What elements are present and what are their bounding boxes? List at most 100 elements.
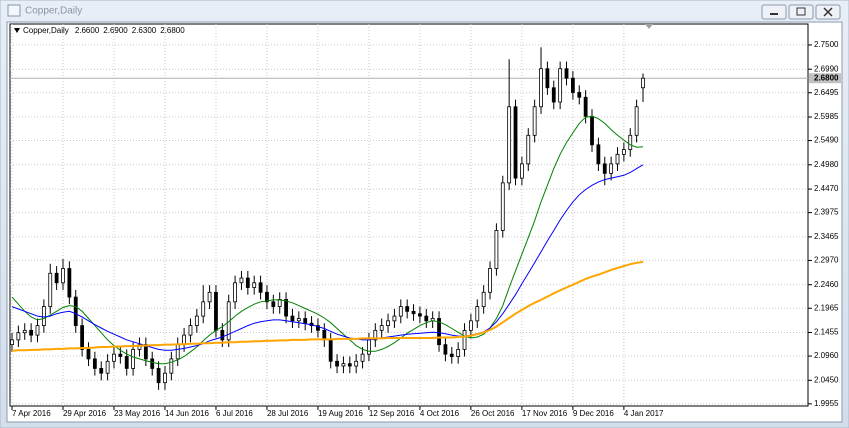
candle-body <box>411 310 416 315</box>
y-tick-label: 2.2460 <box>814 280 839 289</box>
candle-body <box>437 318 441 346</box>
candle-body <box>35 325 40 336</box>
candle-body <box>609 163 614 174</box>
candle-body <box>328 339 333 362</box>
candle-body <box>124 356 129 369</box>
x-tick-label: 29 Apr 2016 <box>63 409 107 418</box>
x-tick-label: 17 Nov 2016 <box>522 409 568 418</box>
y-tick-label: 2.1455 <box>814 328 839 337</box>
header-value: 2.6900 <box>103 26 128 35</box>
candle-body <box>80 325 85 350</box>
x-tick-label: 12 Sep 2016 <box>369 409 415 418</box>
candle-body <box>73 296 78 327</box>
candle-body <box>418 313 422 317</box>
header-value: 2.6300 <box>132 26 157 35</box>
candle-body <box>443 344 448 355</box>
candle-body <box>590 115 594 146</box>
candle-body <box>392 315 397 322</box>
candle-body <box>469 320 473 331</box>
current-price-label: 2.6800 <box>814 73 839 82</box>
y-tick-label: 2.3465 <box>814 232 839 241</box>
y-tick-label: 2.4470 <box>814 184 839 193</box>
x-tick-label: 9 Dec 2016 <box>573 409 614 418</box>
candle-body <box>239 277 244 284</box>
candle-body <box>29 329 34 336</box>
candle-body <box>214 291 218 331</box>
candle-body <box>169 358 174 374</box>
x-tick-label: 4 Jan 2017 <box>624 409 664 418</box>
candle-body <box>271 301 276 307</box>
moving-average <box>11 164 644 351</box>
y-tick-label: 2.7500 <box>814 40 839 49</box>
candle-body <box>379 325 384 331</box>
candle-body <box>194 315 199 327</box>
candle-body <box>641 77 645 89</box>
y-tick-label: 2.3975 <box>814 208 839 217</box>
candle-body <box>615 153 620 165</box>
candle-body <box>92 358 97 369</box>
x-tick-label: 6 Jul 2016 <box>216 409 253 418</box>
candle-body <box>602 163 607 174</box>
candle-body <box>131 348 136 369</box>
candle-body <box>67 268 72 298</box>
candle-body <box>621 149 626 155</box>
close-icon <box>823 7 833 17</box>
restore-icon <box>796 7 806 16</box>
candle-body <box>354 360 359 367</box>
candle-body <box>558 68 563 103</box>
candle-body <box>532 106 537 136</box>
y-tick-label: 2.5985 <box>814 112 839 121</box>
candle-body <box>156 368 161 384</box>
candle-body <box>61 268 65 284</box>
candle-body <box>188 325 193 336</box>
moving-average <box>11 260 644 352</box>
candle-body <box>360 353 365 362</box>
candle-body <box>519 163 524 179</box>
candle-body <box>488 268 492 293</box>
candle-body <box>118 353 123 357</box>
candle-body <box>577 92 582 98</box>
candle-body <box>252 282 257 288</box>
candle-body <box>500 182 505 231</box>
candle-body <box>449 353 454 357</box>
candle-body <box>201 301 206 317</box>
candle-body <box>99 368 104 374</box>
chart-layer: Copper,Daily 2.6600 2.6900 2.6300 2.68001.99… <box>10 24 841 418</box>
candle-body <box>105 360 110 374</box>
header-symbol: Copper,Daily <box>23 26 69 35</box>
moving-average <box>11 115 644 365</box>
minimize-button[interactable] <box>761 4 787 20</box>
x-tick-label: 26 Oct 2016 <box>471 409 515 418</box>
candle-body <box>22 329 27 334</box>
candle-body <box>143 344 148 360</box>
candle-body <box>163 372 167 384</box>
candle-body <box>475 306 480 322</box>
y-tick-label: 2.0960 <box>814 351 839 360</box>
header-arrow <box>14 28 20 33</box>
candle-body <box>481 291 486 307</box>
candle-body <box>545 68 550 89</box>
candle-body <box>513 106 518 179</box>
y-tick-label: 2.1965 <box>814 303 839 312</box>
candle-body <box>303 318 308 324</box>
header-value: 2.6800 <box>160 26 185 35</box>
restore-button[interactable] <box>788 4 814 20</box>
candle-body <box>245 277 250 288</box>
candle-body <box>16 332 21 341</box>
candle-body <box>41 306 46 327</box>
candle-body <box>150 358 155 369</box>
candle-body <box>207 291 212 303</box>
candle-body <box>526 134 531 165</box>
candle-body <box>494 230 499 269</box>
window-buttons[interactable] <box>761 4 841 20</box>
candle-body <box>398 306 403 317</box>
candle-body <box>424 315 429 322</box>
window-icon <box>7 4 21 17</box>
candle-body <box>539 68 543 108</box>
candle-body <box>233 282 237 303</box>
y-tick-label: 2.6990 <box>814 64 839 73</box>
y-tick-label: 2.6495 <box>814 88 839 97</box>
candle-body <box>54 272 59 284</box>
candle-body <box>284 299 288 317</box>
